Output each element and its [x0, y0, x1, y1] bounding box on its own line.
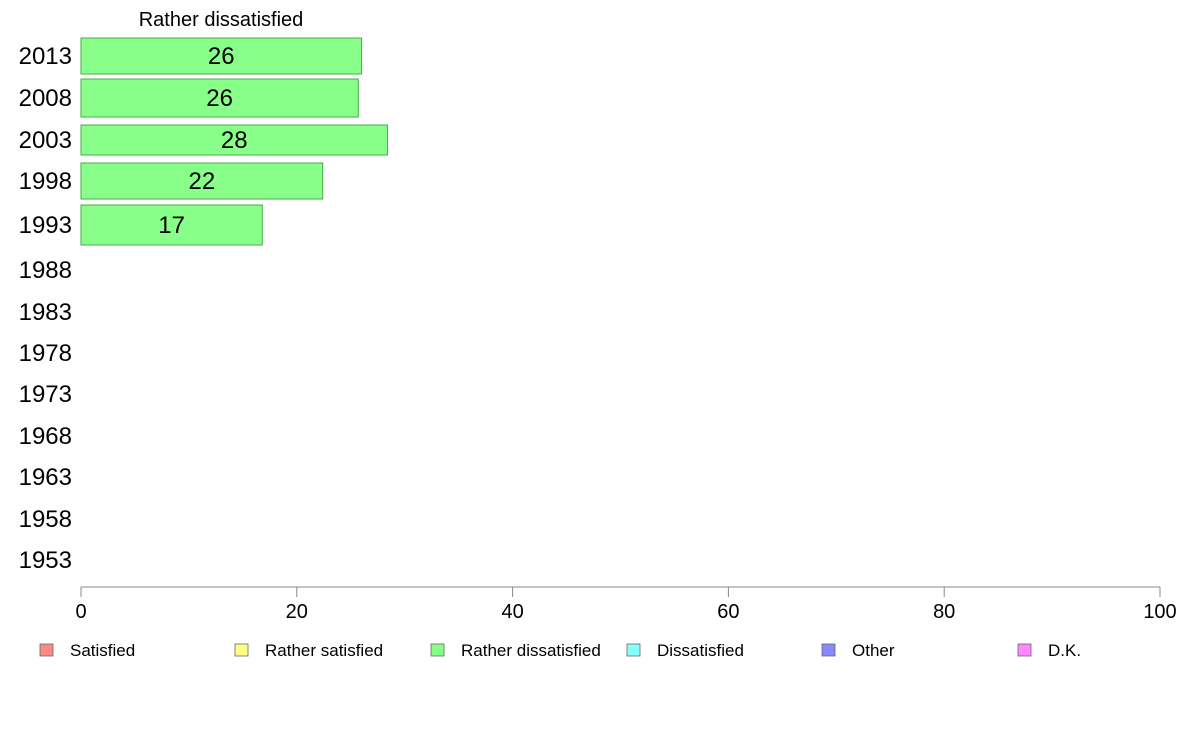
legend-swatch-d-k [1017, 643, 1032, 657]
legend-swatch-satisfied [39, 643, 54, 657]
year-label-1968: 1968 [19, 423, 72, 450]
x-tick-label-60: 60 [717, 601, 739, 623]
bar-value-label-2008: 26 [206, 85, 233, 112]
legend-swatch-dissatisfied [626, 643, 641, 657]
x-tick-label-80: 80 [933, 601, 955, 623]
bar-value-label-1993: 17 [158, 212, 185, 239]
year-label-1973: 1973 [19, 381, 72, 408]
year-label-1983: 1983 [19, 299, 72, 326]
year-label-2013: 2013 [19, 43, 72, 70]
bar-2013 [80, 37, 363, 75]
year-labels: 2013 2008 2003 1998 1993 1988 1983 1978 1973 1968… [19, 43, 72, 574]
legend-label-satisfied: Satisfied [70, 641, 135, 660]
legend: Satisfied Rather satisfied Rather dissatis… [39, 641, 1081, 660]
x-tick-label-0: 0 [75, 601, 86, 623]
legend-swatch-rather-dissatisfied [430, 643, 445, 657]
legend-label-dissatisfied: Dissatisfied [657, 641, 744, 660]
bar-value-label-2013: 26 [208, 43, 235, 70]
legend-label-d-k: D.K. [1048, 641, 1081, 660]
year-label-1963: 1963 [19, 464, 72, 491]
x-tick-label-20: 20 [286, 601, 308, 623]
legend-label-rather-satisfied: Rather satisfied [265, 641, 383, 660]
year-label-1998: 1998 [19, 168, 72, 195]
legend-label-other: Other [852, 641, 895, 660]
bar-value-label-1998: 22 [188, 168, 215, 195]
bar-value-label-2003: 28 [221, 127, 248, 154]
year-label-2008: 2008 [19, 85, 72, 112]
legend-label-rather-dissatisfied: Rather dissatisfied [461, 641, 601, 660]
legend-swatch-other [821, 643, 836, 657]
panel-title: Rather dissatisfied [139, 9, 304, 31]
year-label-1953: 1953 [19, 547, 72, 574]
bar-1993 [80, 204, 263, 246]
year-label-1993: 1993 [19, 212, 72, 239]
year-label-1958: 1958 [19, 506, 72, 533]
year-label-2003: 2003 [19, 127, 72, 154]
x-tick-label-100: 100 [1143, 601, 1176, 623]
year-label-1978: 1978 [19, 340, 72, 367]
x-axis-ticks: 0 20 40 60 80 100 [75, 587, 1177, 623]
bar-1998 [80, 162, 324, 200]
bar-2008 [80, 78, 359, 118]
x-tick-label-40: 40 [501, 601, 523, 623]
bar-2003 [80, 124, 388, 156]
legend-swatch-rather-satisfied [234, 643, 249, 657]
year-label-1988: 1988 [19, 257, 72, 284]
